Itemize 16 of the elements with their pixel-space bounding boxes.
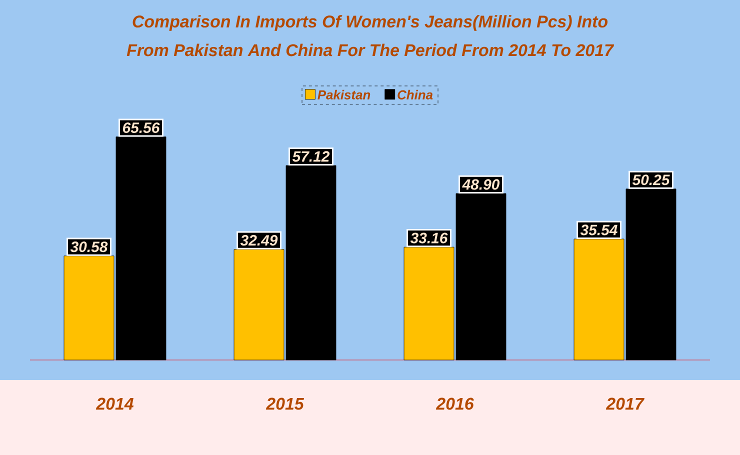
- legend-label: Pakistan: [318, 90, 370, 100]
- data-label: 65.56: [122, 122, 160, 134]
- data-label: 57.12: [292, 151, 330, 162]
- data-label: 32.49: [240, 235, 278, 246]
- x-tick-label: 2016: [436, 398, 474, 410]
- data-label: 35.54: [580, 224, 618, 236]
- x-tick-label: 2017: [606, 398, 644, 410]
- data-label: 33.16: [410, 232, 448, 244]
- data-label: 50.25: [632, 174, 670, 186]
- data-label: 48.90: [462, 179, 500, 190]
- x-tick-label: 2014: [96, 398, 134, 410]
- chart-title: Comparison In Imports Of Women's Jeans(Million Pcs) Into: [132, 15, 608, 31]
- legend-label: China: [398, 90, 433, 100]
- data-label: 30.58: [70, 242, 108, 252]
- x-tick-label: 2015: [266, 398, 304, 410]
- chart-subtitle: From Pakistan And China For The Period From 2014 To 2017: [126, 44, 614, 56]
